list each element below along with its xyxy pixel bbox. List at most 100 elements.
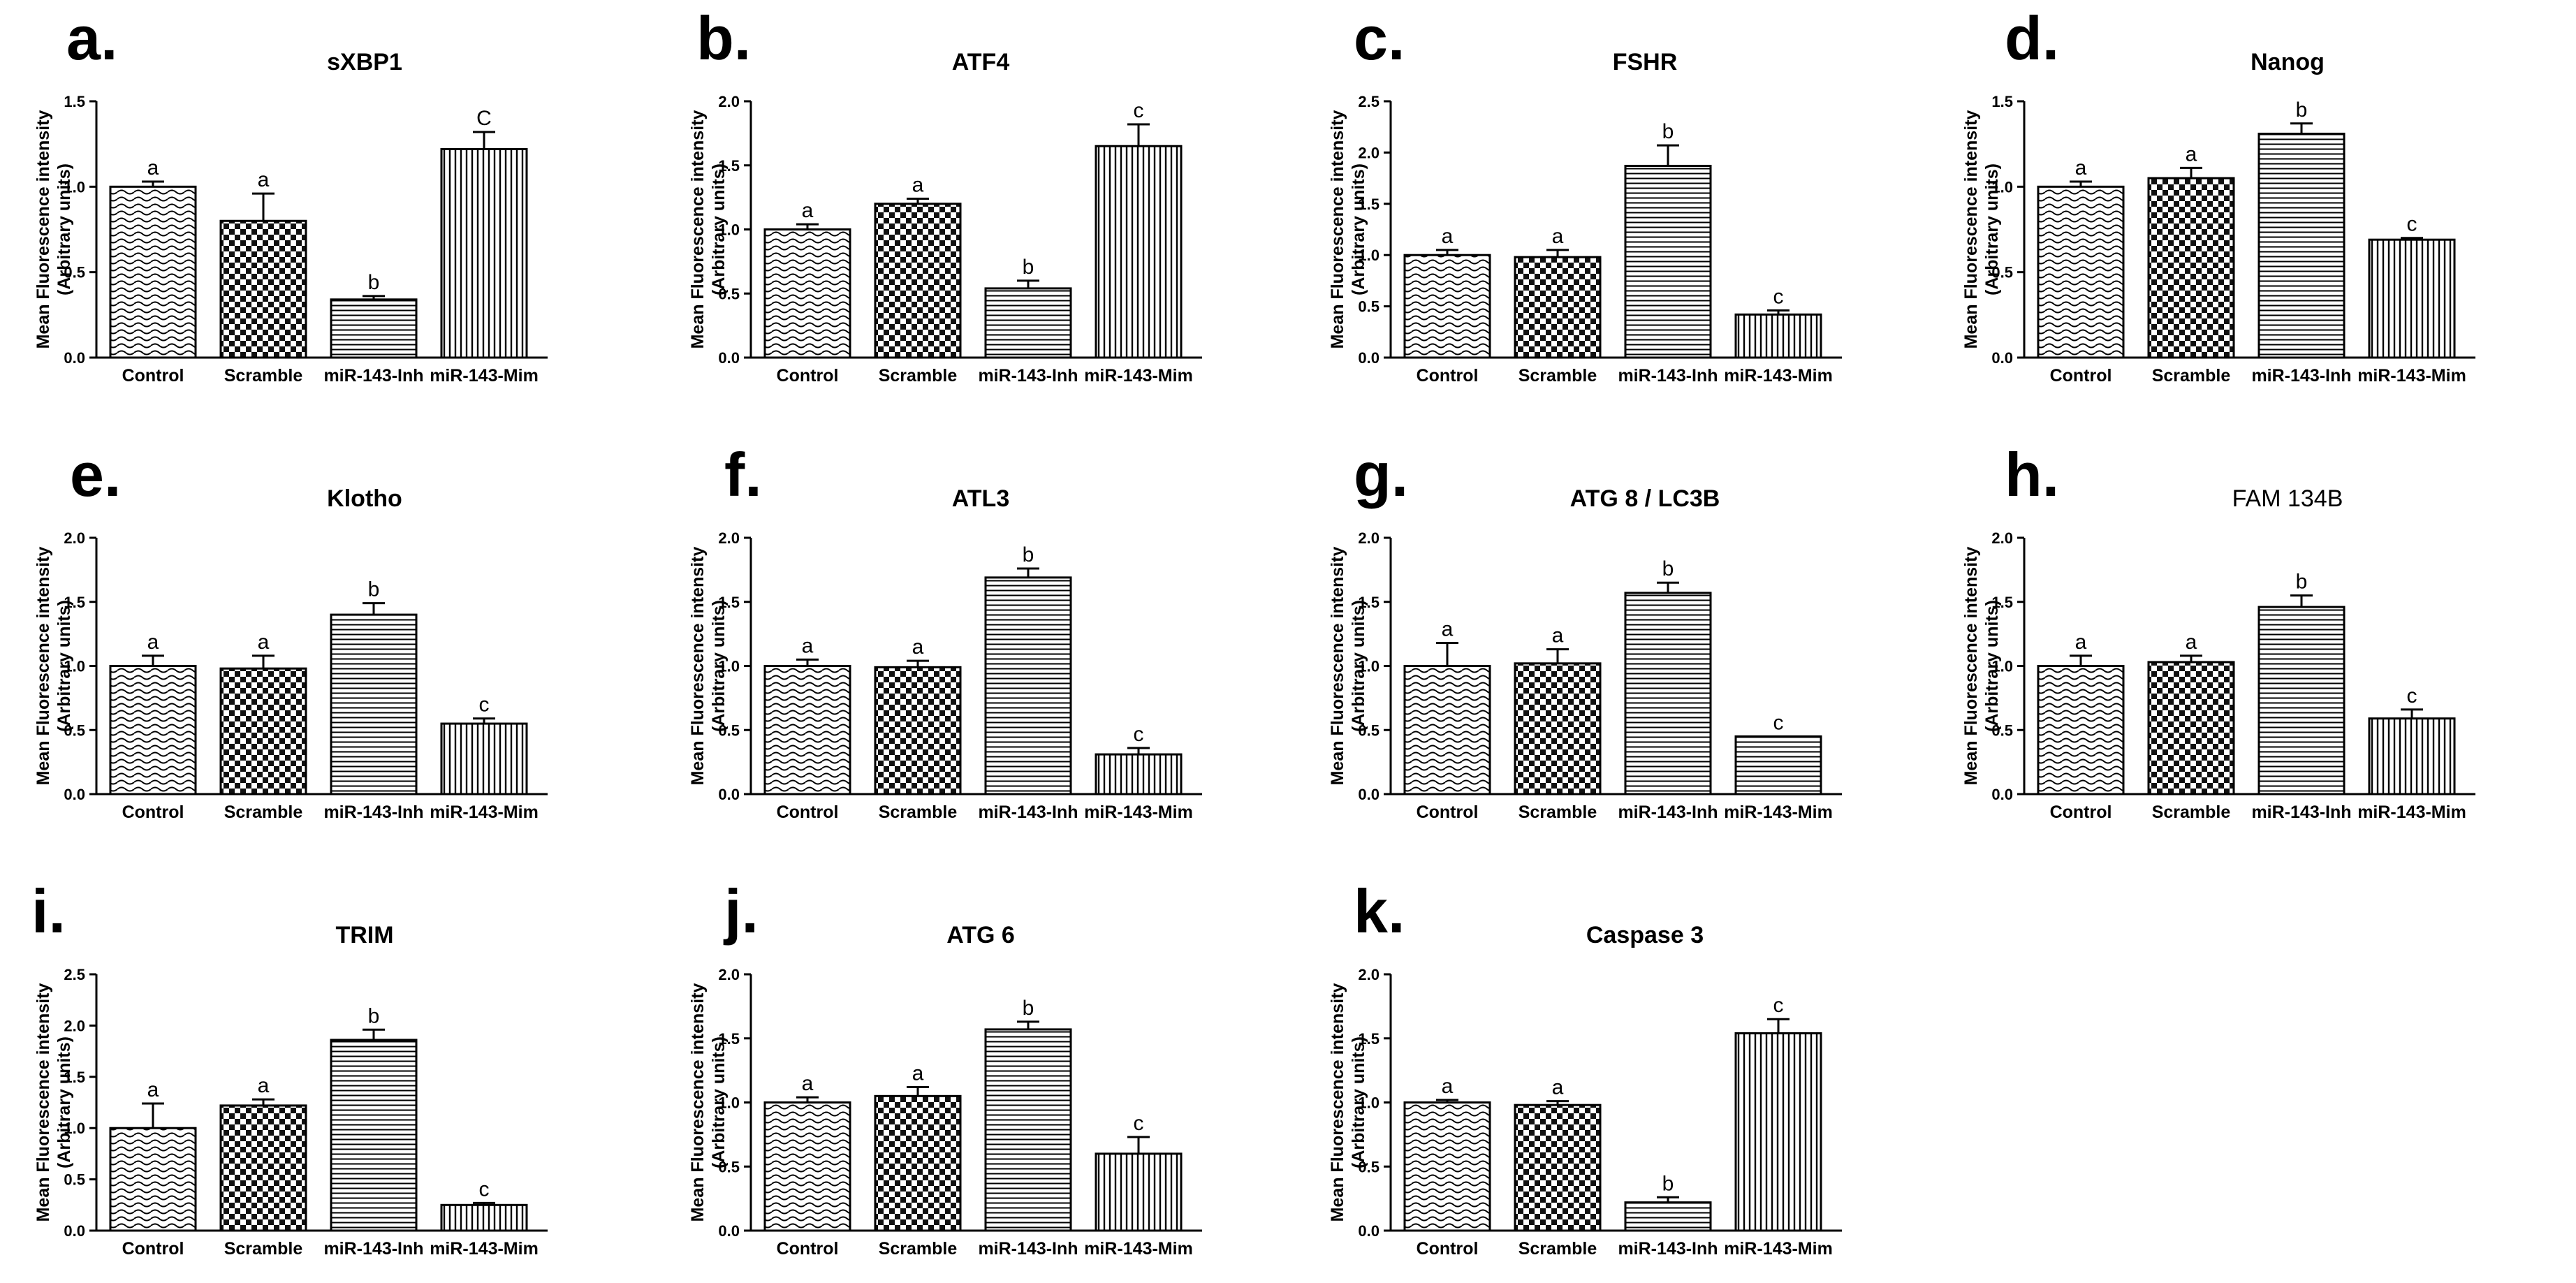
chart-title: ATL3	[952, 485, 1009, 512]
bar-control	[763, 665, 851, 796]
y-axis-label: Mean Fluorescence intensity(Arbitrary un…	[34, 110, 74, 349]
y-tick-label: 0.5	[718, 285, 740, 302]
significance-label: c	[1134, 99, 1144, 122]
y-tick-label: 0.0	[64, 349, 85, 367]
bar-mir-143-inh	[330, 1039, 418, 1232]
panel-h: h. FAM 134B Mean Fluorescence intensity(…	[1961, 440, 2475, 822]
significance-label: C	[476, 107, 492, 130]
significance-label: a	[258, 168, 270, 191]
category-label: Scramble	[1518, 802, 1597, 822]
y-tick-label: 1.0	[718, 658, 740, 675]
y-tick-label: 1.0	[718, 221, 740, 239]
panel-d: d. Nanog Mean Fluorescence intensity(Arb…	[1961, 3, 2475, 386]
y-tick-label: 1.5	[1991, 93, 2013, 110]
chart-title: sXBP1	[327, 49, 402, 75]
y-axis-label-line: Mean Fluorescence intensity	[688, 983, 708, 1222]
significance-label: a	[802, 199, 814, 222]
bar-control	[1403, 254, 1491, 359]
y-tick-label: 1.5	[1358, 1030, 1380, 1048]
category-label: miR-143-Mim	[1724, 1239, 1833, 1259]
category-label: miR-143-Inh	[323, 802, 423, 822]
y-tick-label: 2.0	[64, 529, 85, 547]
y-axis-label: Mean Fluorescence intensity(Arbitrary un…	[1961, 110, 2002, 349]
significance-label: a	[258, 631, 270, 654]
significance-label: b	[2296, 571, 2308, 594]
significance-label: a	[2186, 142, 2197, 166]
category-label: Control	[1417, 1239, 1479, 1259]
y-tick-label: 0.5	[1991, 721, 2013, 739]
significance-label: b	[1662, 120, 1674, 143]
y-axis-label-line: (Arbitrary units)	[709, 600, 729, 732]
y-axis-label-line: (Arbitrary units)	[709, 163, 729, 295]
category-label: miR-143-Inh	[978, 366, 1078, 386]
significance-label: a	[2075, 156, 2087, 179]
bar-mir-143-inh	[2257, 606, 2346, 796]
y-axis-label-line: Mean Fluorescence intensity	[1328, 547, 1347, 786]
y-tick-label: 0.5	[1991, 264, 2013, 281]
significance-label: a	[1552, 624, 1564, 647]
category-label: Scramble	[879, 802, 958, 822]
category-label: miR-143-Inh	[978, 802, 1078, 822]
panel-e: e. Klotho Mean Fluorescence intensity(Ar…	[34, 440, 548, 822]
y-tick-label: 1.0	[64, 1120, 85, 1137]
y-tick-label: 0.5	[64, 721, 85, 739]
bar-scramble	[2147, 661, 2235, 796]
significance-label: c	[1134, 1112, 1144, 1135]
y-axis-label: Mean Fluorescence intensity(Arbitrary un…	[1328, 110, 1368, 349]
significance-label: b	[1662, 1172, 1674, 1195]
bar-control	[763, 1101, 851, 1232]
bar-mir-143-mim	[1734, 313, 1822, 359]
category-label: miR-143-Mim	[1084, 802, 1193, 822]
y-axis-label-line: (Arbitrary units)	[54, 1036, 74, 1168]
chart-title: ATG 6	[946, 922, 1015, 948]
bar-control	[763, 228, 851, 359]
category-label: miR-143-Mim	[430, 1239, 539, 1259]
significance-label: a	[912, 1062, 924, 1085]
y-axis-label-line: Mean Fluorescence intensity	[1961, 110, 1981, 349]
y-axis-label: Mean Fluorescence intensity(Arbitrary un…	[688, 983, 729, 1222]
y-axis-label: Mean Fluorescence intensity(Arbitrary un…	[34, 983, 74, 1222]
significance-label: b	[368, 578, 380, 601]
y-tick-label: 2.0	[1358, 529, 1380, 547]
y-tick-label: 2.5	[1358, 93, 1380, 110]
y-tick-label: 1.5	[64, 93, 85, 110]
bar-mir-143-inh	[2257, 132, 2346, 359]
category-label: miR-143-Mim	[2357, 802, 2466, 822]
category-label: Control	[777, 366, 839, 386]
y-tick-label: 1.0	[1991, 658, 2013, 675]
y-tick-label: 2.0	[718, 93, 740, 110]
y-tick-label: 2.0	[64, 1017, 85, 1034]
category-label: miR-143-Inh	[1618, 366, 1718, 386]
significance-label: c	[1773, 994, 1784, 1017]
y-tick-label: 0.0	[64, 786, 85, 803]
significance-label: c	[1773, 711, 1784, 734]
y-tick-label: 1.5	[1991, 594, 2013, 611]
chart-title: TRIM	[335, 922, 393, 948]
bar-control	[109, 185, 197, 359]
panel-k: k. Caspase 3 Mean Fluorescence intensity…	[1328, 877, 1842, 1259]
bar-scramble	[874, 203, 962, 359]
y-tick-label: 1.5	[718, 1030, 740, 1048]
y-axis-label: Mean Fluorescence intensity(Arbitrary un…	[1328, 547, 1368, 786]
category-label: miR-143-Inh	[2251, 366, 2351, 386]
y-tick-label: 0.5	[64, 1171, 85, 1189]
significance-label: c	[479, 1178, 490, 1201]
significance-label: c	[1773, 285, 1784, 308]
category-label: Scramble	[1518, 1239, 1597, 1259]
y-tick-label: 1.0	[1358, 247, 1380, 264]
chart-title: Nanog	[2251, 49, 2325, 75]
significance-label: a	[1552, 225, 1564, 248]
category-label: Control	[777, 1239, 839, 1259]
significance-label: b	[1023, 543, 1034, 566]
y-axis-label-line: Mean Fluorescence intensity	[34, 547, 53, 786]
panel-letter: k.	[1354, 877, 1405, 946]
bar-mir-143-mim	[1095, 1152, 1183, 1232]
panel-j: j. ATG 6 Mean Fluorescence intensity(Arb…	[688, 877, 1202, 1259]
category-label: Control	[122, 802, 184, 822]
bar-mir-143-mim	[440, 1203, 528, 1232]
y-axis-label-line: Mean Fluorescence intensity	[688, 547, 708, 786]
category-label: Scramble	[224, 366, 303, 386]
y-tick-label: 0.5	[718, 1158, 740, 1175]
y-tick-label: 2.0	[1358, 966, 1380, 983]
